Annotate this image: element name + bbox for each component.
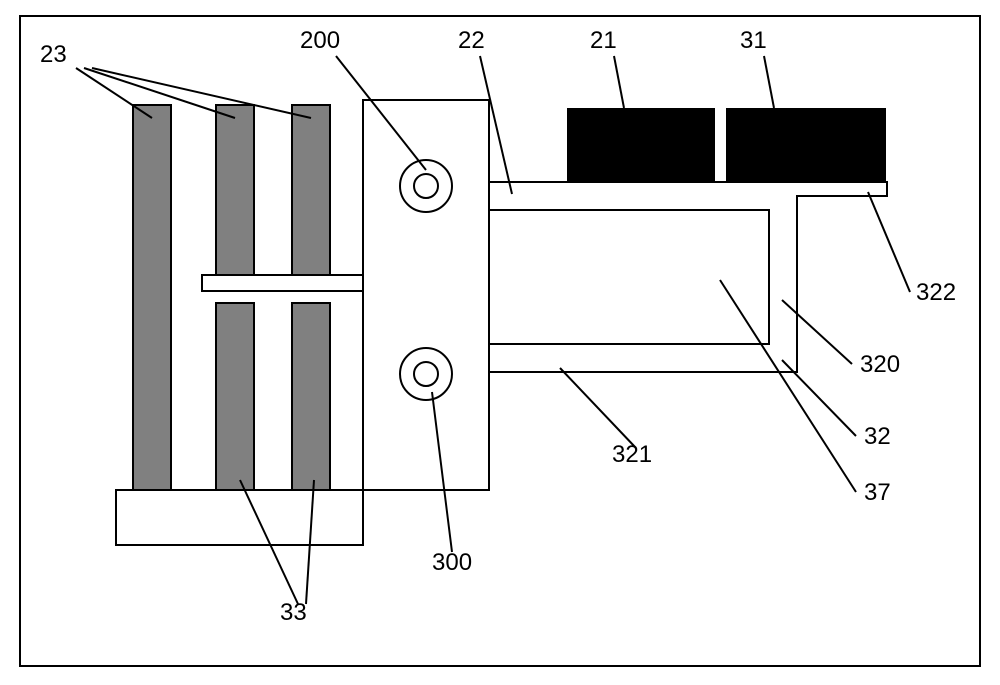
- label-n322: 322: [916, 279, 956, 306]
- base-block: [116, 490, 363, 545]
- label-n200: 200: [300, 27, 340, 54]
- bracket-arm: [489, 182, 887, 372]
- label-n21: 21: [590, 27, 617, 54]
- bolt-top-inner: [414, 174, 438, 198]
- label-n37: 37: [864, 479, 891, 506]
- label-n300: 300: [432, 549, 472, 576]
- leader-l23c: [92, 68, 311, 118]
- leader-l31: [764, 56, 774, 108]
- house-block: [363, 100, 489, 490]
- leader-l21: [614, 56, 624, 108]
- leader-l321: [560, 368, 636, 448]
- leader-l32: [782, 360, 856, 436]
- label-n22: 22: [458, 27, 485, 54]
- left-bar-top-1: [216, 105, 254, 275]
- left-bar-top-2: [292, 105, 330, 275]
- black-block-left: [567, 108, 715, 182]
- left-bar-bottom-1: [292, 303, 330, 490]
- label-n32: 32: [864, 423, 891, 450]
- left-shelf: [202, 275, 363, 291]
- technical-diagram: 23 200 22 21 31 322 320 32 37 321 300 33: [0, 0, 1000, 685]
- black-block-right: [726, 108, 886, 182]
- label-n321: 321: [612, 441, 652, 468]
- label-n33: 33: [280, 599, 307, 626]
- left-bar-bottom-0: [216, 303, 254, 490]
- label-n23: 23: [40, 41, 67, 68]
- leader-l23a: [76, 68, 152, 118]
- leader-l322: [868, 192, 910, 292]
- label-n31: 31: [740, 27, 767, 54]
- label-n320: 320: [860, 351, 900, 378]
- left-bar-tall: [133, 105, 171, 490]
- bolt-bottom-inner: [414, 362, 438, 386]
